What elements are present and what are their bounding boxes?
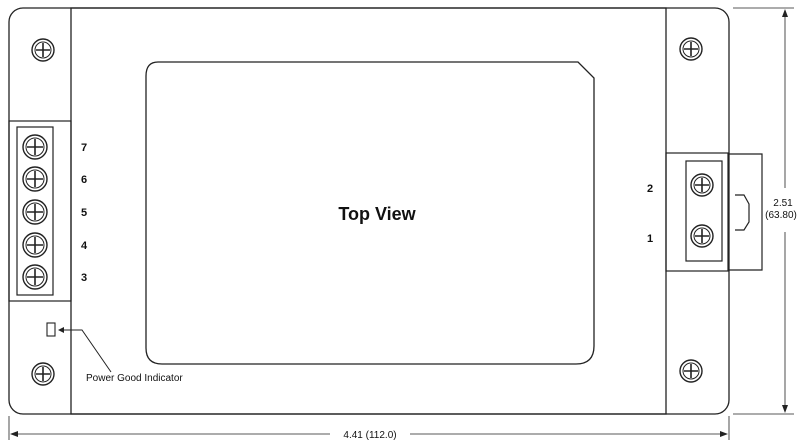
terminal-screw-4 <box>22 232 48 258</box>
mounting-screw-top-left <box>31 38 55 62</box>
pin-label-5: 5 <box>81 207 87 219</box>
pin-label-7: 7 <box>81 142 87 154</box>
plug-connector <box>729 153 763 271</box>
width-arrow-right <box>720 431 728 437</box>
indicator-arrowhead <box>58 327 64 333</box>
power-good-led <box>46 322 56 337</box>
mounting-screw-bottom-right <box>679 359 703 383</box>
terminal-screw-7 <box>22 134 48 160</box>
terminal-screw-5 <box>22 199 48 225</box>
terminal-screw-1 <box>690 224 714 248</box>
pin-label-6: 6 <box>81 174 87 186</box>
right-terminal-block <box>665 152 729 272</box>
height-dimension-inches: 2.51 <box>773 198 793 209</box>
pin-label-1: 1 <box>647 233 653 245</box>
indicator-leader-line <box>63 329 112 373</box>
top-view-title: Top View <box>338 204 416 224</box>
terminal-screw-6 <box>22 166 48 192</box>
power-good-indicator-label: Power Good Indicator <box>86 373 183 384</box>
mounting-screw-top-right <box>679 37 703 61</box>
terminal-screw-3 <box>22 264 48 290</box>
pin-label-4: 4 <box>81 240 88 252</box>
width-arrow-left <box>10 431 18 437</box>
width-dimension-label: 4.41 (112.0) <box>343 430 396 441</box>
label-window <box>145 61 595 365</box>
pin-label-3: 3 <box>81 272 87 284</box>
terminal-screw-2 <box>690 173 714 197</box>
height-arrow-top <box>782 9 788 17</box>
right-terminal-housing <box>685 160 723 262</box>
left-terminal-block <box>8 120 72 302</box>
height-dimension-mm: (63.80) <box>765 210 797 221</box>
mounting-screw-bottom-left <box>31 362 55 386</box>
left-terminal-housing <box>16 126 54 296</box>
height-arrow-bottom <box>782 405 788 413</box>
pin-label-2: 2 <box>647 183 653 195</box>
